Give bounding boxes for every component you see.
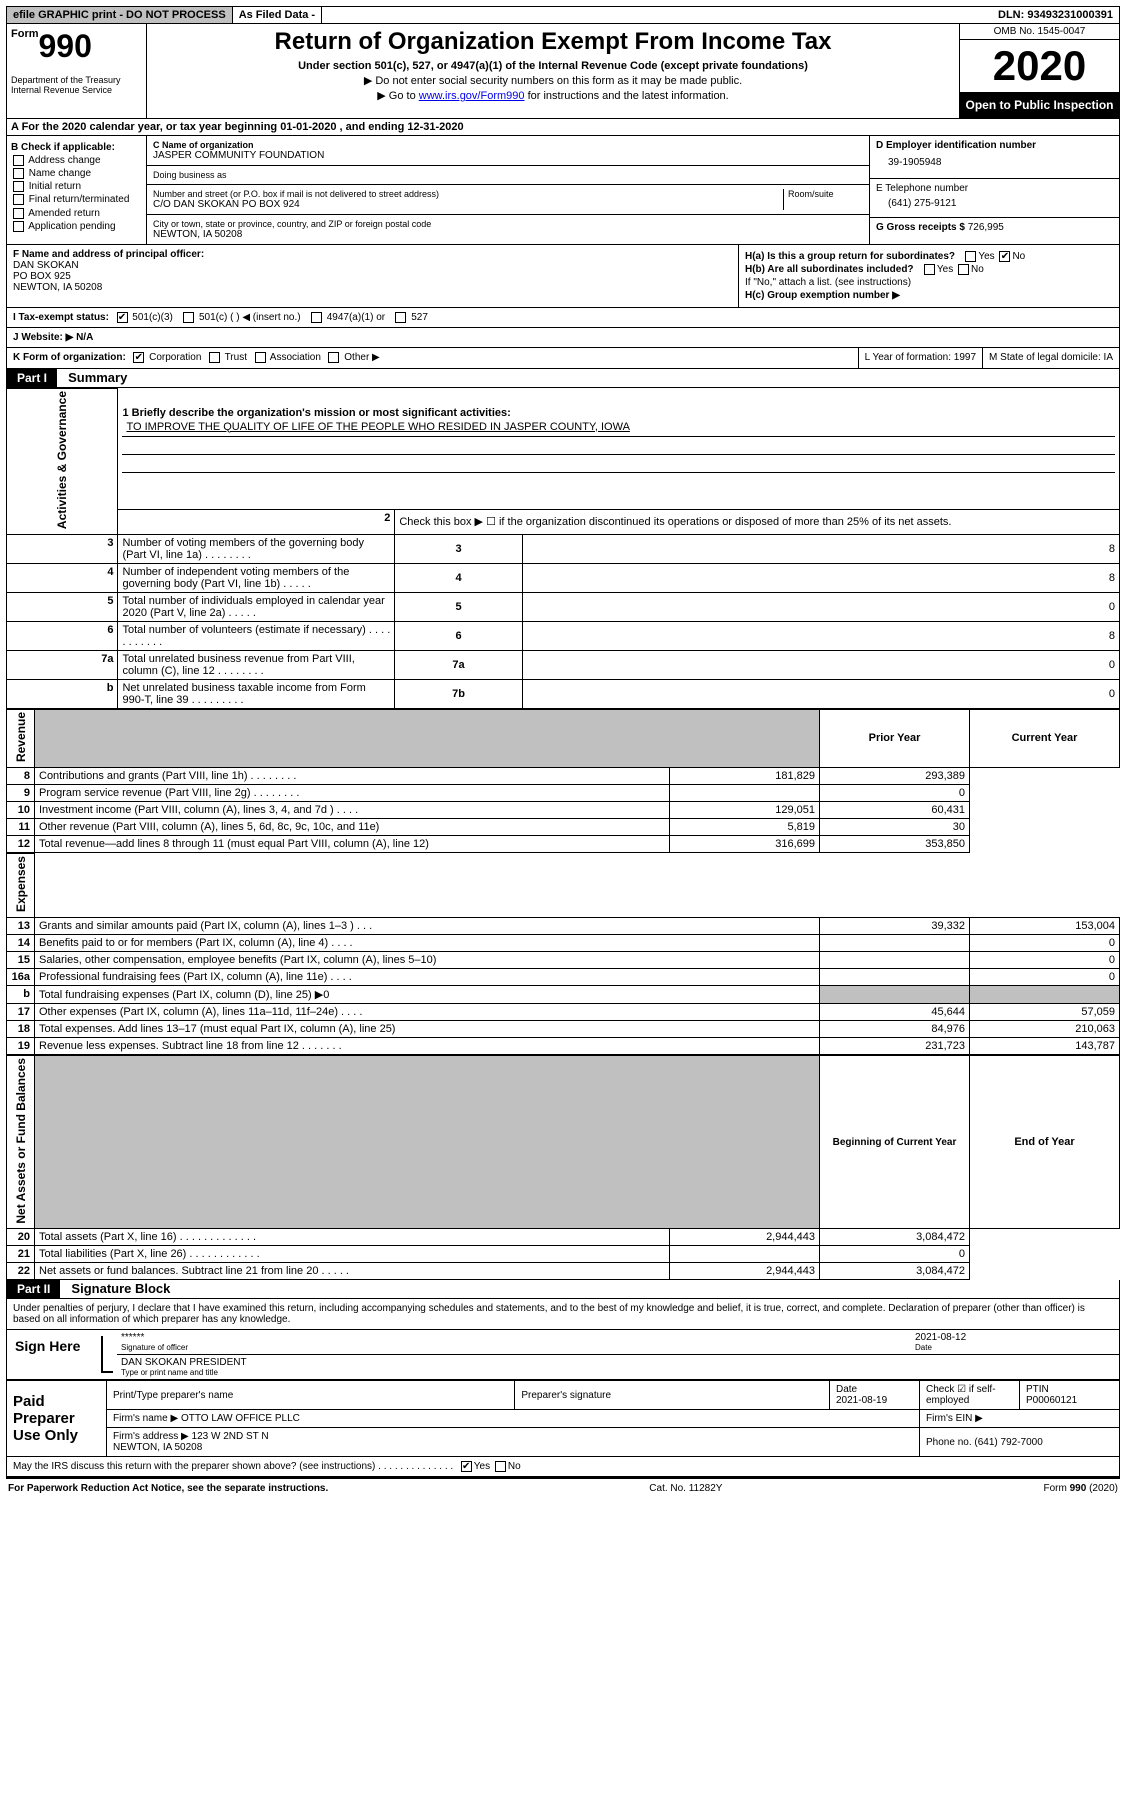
expenses-table: Expenses 13Grants and similar amounts pa… xyxy=(6,853,1120,1055)
box-c-city: City or town, state or province, country… xyxy=(147,215,869,244)
table-row: 21Total liabilities (Part X, line 26) . … xyxy=(7,1246,1120,1263)
paid-label: Paid Preparer Use Only xyxy=(7,1381,107,1457)
table-row: 9Program service revenue (Part VIII, lin… xyxy=(7,784,1120,801)
officer-name: DAN SKOKAN PRESIDENT xyxy=(121,1357,1115,1368)
footer-right: Form 990 (2020) xyxy=(1044,1483,1118,1494)
table-row: 15Salaries, other compensation, employee… xyxy=(7,951,1120,968)
row-i: I Tax-exempt status: ✔ 501(c)(3) 501(c) … xyxy=(6,308,1120,328)
box-h: H(a) Is this a group return for subordin… xyxy=(739,245,1119,307)
table-row: 14Benefits paid to or for members (Part … xyxy=(7,934,1120,951)
ssn-hint: ▶ Do not enter social security numbers o… xyxy=(151,74,955,87)
table-row: 16aProfessional fundraising fees (Part I… xyxy=(7,968,1120,985)
col-current: Current Year xyxy=(970,709,1120,767)
vlabel-exp: Expenses xyxy=(14,856,28,912)
firm-ein: Firm's EIN ▶ xyxy=(920,1410,1120,1428)
table-row: 4Number of independent voting members of… xyxy=(7,563,1120,592)
row-fh: F Name and address of principal officer:… xyxy=(6,245,1120,308)
table-row: 19Revenue less expenses. Subtract line 1… xyxy=(7,1037,1120,1054)
dept-treasury: Department of the Treasury Internal Reve… xyxy=(11,75,142,95)
table-row: 22Net assets or fund balances. Subtract … xyxy=(7,1263,1120,1280)
footer-left: For Paperwork Reduction Act Notice, see … xyxy=(8,1483,328,1494)
sig-date: 2021-08-12 xyxy=(915,1332,1115,1343)
table-row: 13Grants and similar amounts paid (Part … xyxy=(7,917,1120,934)
part-ii-bar: Part II Signature Block xyxy=(6,1280,1120,1299)
table-row: 17Other expenses (Part IX, column (A), l… xyxy=(7,1003,1120,1020)
table-row: 20Total assets (Part X, line 16) . . . .… xyxy=(7,1229,1120,1246)
q1: 1 Briefly describe the organization's mi… xyxy=(122,407,1115,419)
table-row: 3Number of voting members of the governi… xyxy=(7,534,1120,563)
table-row: 7aTotal unrelated business revenue from … xyxy=(7,650,1120,679)
footer-mid: Cat. No. 11282Y xyxy=(649,1483,722,1494)
sig-section: Under penalties of perjury, I declare th… xyxy=(6,1299,1120,1380)
table-row: 11Other revenue (Part VIII, column (A), … xyxy=(7,818,1120,835)
box-b: B Check if applicable: Address change Na… xyxy=(7,136,147,244)
discuss-row: May the IRS discuss this return with the… xyxy=(6,1457,1120,1477)
efile-notice: efile GRAPHIC print - DO NOT PROCESS xyxy=(7,7,233,23)
form-header: Form990 Department of the Treasury Inter… xyxy=(6,24,1120,119)
part-ii-label: Part II xyxy=(7,1280,60,1298)
box-b-title: B Check if applicable: xyxy=(11,142,142,153)
box-f: F Name and address of principal officer:… xyxy=(7,245,739,307)
box-d: D Employer identification number 39-1905… xyxy=(870,136,1119,179)
line-a: A For the 2020 calendar year, or tax yea… xyxy=(6,119,1120,136)
goto-hint: ▶ Go to www.irs.gov/Form990 for instruct… xyxy=(151,89,955,102)
cb-final[interactable]: Final return/terminated xyxy=(11,194,142,205)
table-row: bTotal fundraising expenses (Part IX, co… xyxy=(7,985,1120,1003)
footer: For Paperwork Reduction Act Notice, see … xyxy=(6,1477,1120,1498)
sign-here: Sign Here xyxy=(7,1330,97,1379)
netassets-table: Net Assets or Fund Balances Beginning of… xyxy=(6,1055,1120,1281)
tax-year: 2020 xyxy=(960,40,1119,92)
sig-stars: ****** xyxy=(121,1332,915,1343)
summary-table: Activities & Governance 1 Briefly descri… xyxy=(6,388,1120,709)
mission-text: TO IMPROVE THE QUALITY OF LIFE OF THE PE… xyxy=(122,419,1115,437)
table-row: bNet unrelated business taxable income f… xyxy=(7,679,1120,708)
table-row: 8Contributions and grants (Part VIII, li… xyxy=(7,767,1120,784)
vlabel-rev: Revenue xyxy=(14,712,28,762)
open-inspection: Open to Public Inspection xyxy=(960,92,1119,118)
topbar: efile GRAPHIC print - DO NOT PROCESS As … xyxy=(6,6,1120,24)
box-m: M State of legal domicile: IA xyxy=(983,348,1119,367)
part-i-title: Summary xyxy=(60,370,127,385)
form-number: Form990 xyxy=(11,28,142,65)
vlabel-ag: Activities & Governance xyxy=(55,391,69,529)
cb-address[interactable]: Address change xyxy=(11,155,142,166)
box-c-street: Number and street (or P.O. box if mail i… xyxy=(147,185,869,215)
table-row: 12Total revenue—add lines 8 through 11 (… xyxy=(7,835,1120,852)
cb-pending[interactable]: Application pending xyxy=(11,221,142,232)
table-row: 5Total number of individuals employed in… xyxy=(7,592,1120,621)
box-e: E Telephone number (641) 275-9121 xyxy=(870,179,1119,218)
box-g: G Gross receipts $ 726,995 xyxy=(870,218,1119,237)
form-subtitle: Under section 501(c), 527, or 4947(a)(1)… xyxy=(151,60,955,72)
form-title: Return of Organization Exempt From Incom… xyxy=(151,28,955,56)
table-row: 18Total expenses. Add lines 13–17 (must … xyxy=(7,1020,1120,1037)
q2: Check this box ▶ ☐ if the organization d… xyxy=(395,509,1120,534)
box-c-dba: Doing business as xyxy=(147,166,869,185)
cb-amended[interactable]: Amended return xyxy=(11,208,142,219)
part-i-label: Part I xyxy=(7,369,57,387)
cb-initial[interactable]: Initial return xyxy=(11,181,142,192)
section-bcd: B Check if applicable: Address change Na… xyxy=(6,136,1120,245)
box-c-name: C Name of organization JASPER COMMUNITY … xyxy=(147,136,869,166)
part-i-bar: Part I Summary xyxy=(6,369,1120,388)
asfiled: As Filed Data - xyxy=(233,7,322,23)
jurat: Under penalties of perjury, I declare th… xyxy=(7,1299,1119,1329)
irs-link[interactable]: www.irs.gov/Form990 xyxy=(419,90,525,102)
col-begin: Beginning of Current Year xyxy=(820,1055,970,1229)
table-row: 10Investment income (Part VIII, column (… xyxy=(7,801,1120,818)
cb-name[interactable]: Name change xyxy=(11,168,142,179)
table-row: 6Total number of volunteers (estimate if… xyxy=(7,621,1120,650)
paid-preparer: Paid Preparer Use Only Print/Type prepar… xyxy=(6,1380,1120,1457)
vlabel-net: Net Assets or Fund Balances xyxy=(14,1058,28,1224)
part-ii-title: Signature Block xyxy=(63,1281,170,1296)
check-self: Check ☑ if self-employed xyxy=(920,1381,1020,1410)
col-end: End of Year xyxy=(970,1055,1120,1229)
row-j: J Website: ▶ N/A xyxy=(6,328,1120,348)
dln: DLN: 93493231000391 xyxy=(992,7,1119,23)
omb-no: OMB No. 1545-0047 xyxy=(960,24,1119,40)
row-k: K Form of organization: ✔ Corporation Tr… xyxy=(6,348,1120,368)
box-l: L Year of formation: 1997 xyxy=(859,348,983,367)
col-prior: Prior Year xyxy=(820,709,970,767)
revenue-table: Revenue Prior Year Current Year 8Contrib… xyxy=(6,709,1120,853)
